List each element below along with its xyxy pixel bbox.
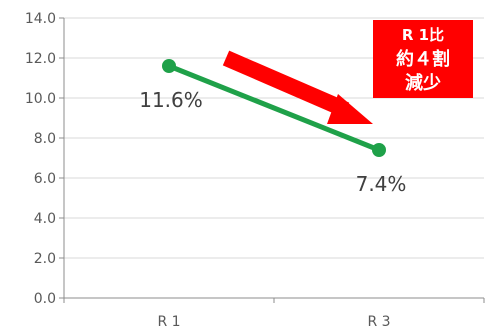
y-tick-label: 4.0 (34, 211, 56, 227)
series-green (162, 59, 386, 157)
y-tick-label: 8.0 (34, 131, 56, 147)
trend-arrow-shaft (222, 50, 350, 118)
callout-line2: 約４割 (396, 48, 450, 70)
data-point (372, 143, 386, 157)
callout-box (373, 20, 473, 98)
data-point (162, 59, 176, 73)
y-tick-labels: 0.0 2.0 4.0 6.0 8.0 10.0 12.0 14.0 (25, 11, 56, 307)
y-tick-label: 14.0 (25, 11, 56, 27)
reduction-callout: R 1比 約４割 減少 (373, 20, 473, 98)
axes (63, 18, 484, 299)
y-tick-label: 0.0 (34, 291, 56, 307)
trend-arrow-head (327, 94, 373, 124)
y-tick-label: 6.0 (34, 171, 56, 187)
data-label: 7.4% (356, 172, 407, 196)
callout-line1: R 1比 (402, 26, 444, 44)
x-tick-label: R 1 (157, 314, 180, 330)
trend-arrow (222, 50, 373, 124)
y-tick-label: 10.0 (25, 91, 56, 107)
data-label: 11.6% (139, 88, 203, 112)
series-line (166, 63, 382, 153)
y-tick-label: 12.0 (25, 51, 56, 67)
data-labels: 11.6% 7.4% (139, 88, 406, 196)
x-tick-labels: R 1 R 3 (157, 314, 390, 330)
callout-line3: 減少 (405, 72, 441, 94)
y-tick-label: 2.0 (34, 251, 56, 267)
x-tick-label: R 3 (367, 314, 390, 330)
